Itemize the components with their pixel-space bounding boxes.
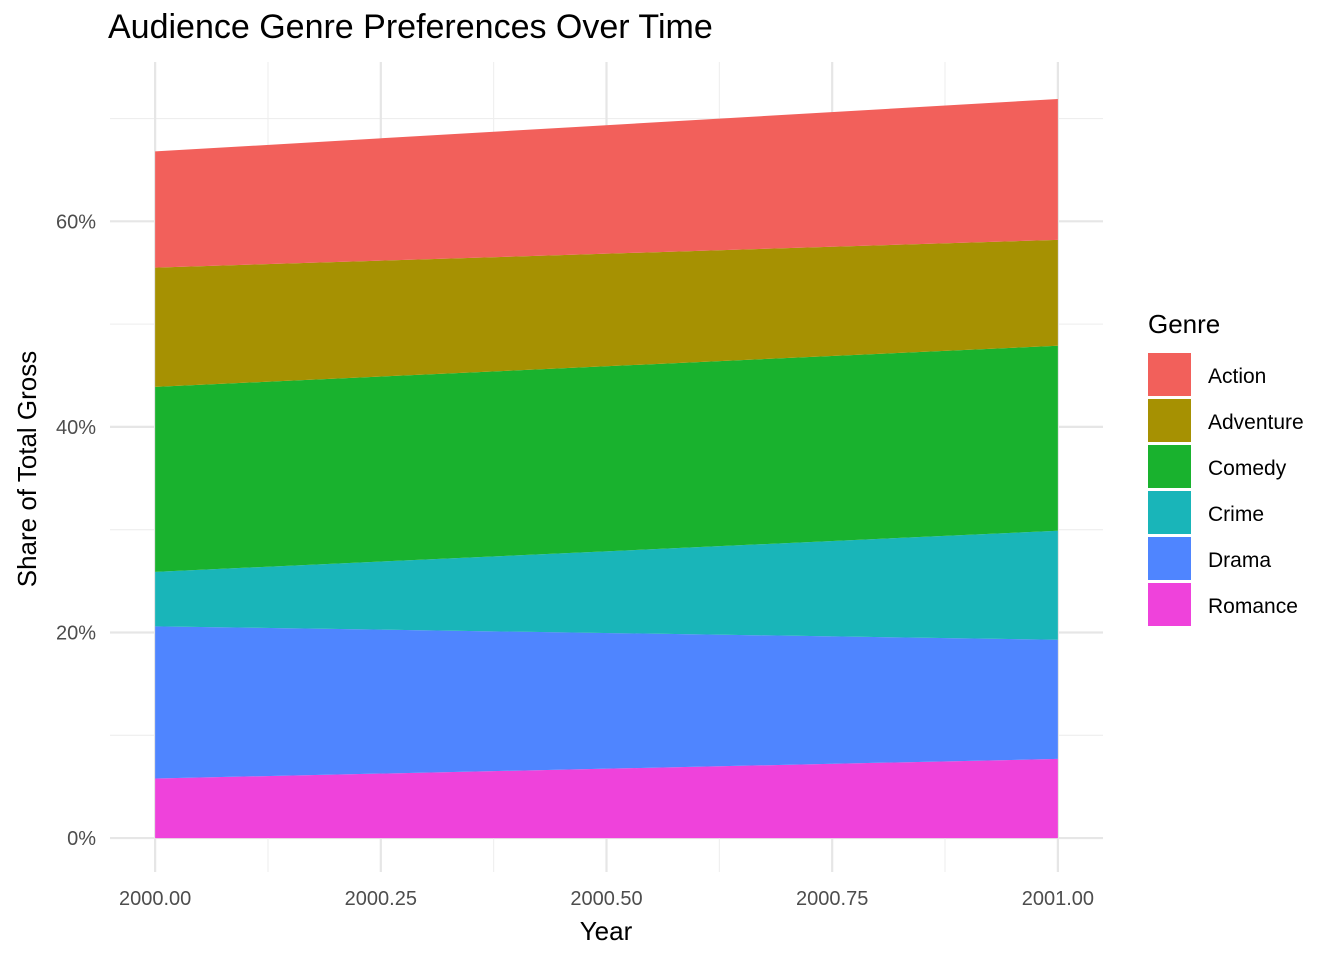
area-drama bbox=[155, 626, 1058, 779]
legend-swatch-romance bbox=[1148, 583, 1191, 626]
y-tick-label: 60% bbox=[56, 211, 96, 233]
plot-areas bbox=[155, 99, 1058, 839]
legend-swatch-comedy bbox=[1148, 445, 1191, 488]
x-axis-title: Year bbox=[580, 916, 633, 946]
chart-title: Audience Genre Preferences Over Time bbox=[108, 8, 713, 46]
x-tick-label: 2001.00 bbox=[1022, 888, 1094, 910]
y-tick-label: 20% bbox=[56, 622, 96, 644]
legend-label-romance: Romance bbox=[1208, 595, 1298, 618]
legend-label-adventure: Adventure bbox=[1208, 411, 1304, 434]
x-tick-label: 2000.00 bbox=[119, 888, 191, 910]
legend-label-comedy: Comedy bbox=[1208, 457, 1287, 480]
y-axis-title: Share of Total Gross bbox=[12, 351, 42, 588]
area-action bbox=[155, 99, 1058, 268]
area-comedy bbox=[155, 345, 1058, 572]
y-axis-ticks: 0% 20% 40% 60% bbox=[56, 211, 96, 850]
area-adventure bbox=[155, 239, 1058, 387]
x-tick-label: 2000.50 bbox=[570, 888, 642, 910]
area-romance bbox=[155, 758, 1058, 839]
legend-label-drama: Drama bbox=[1208, 549, 1271, 572]
legend-title: Genre bbox=[1148, 309, 1220, 339]
area-crime bbox=[155, 530, 1058, 640]
x-tick-label: 2000.25 bbox=[345, 888, 417, 910]
legend-label-crime: Crime bbox=[1208, 503, 1264, 526]
y-tick-label: 40% bbox=[56, 417, 96, 439]
y-tick-label: 0% bbox=[67, 828, 96, 850]
legend-swatch-action bbox=[1148, 353, 1191, 396]
legend-label-action: Action bbox=[1208, 365, 1266, 388]
x-tick-label: 2000.75 bbox=[796, 888, 868, 910]
legend: Genre Action Adventure Comedy Crime Drama Rom… bbox=[1148, 309, 1304, 626]
legend-swatch-adventure bbox=[1148, 399, 1191, 442]
legend-swatch-crime bbox=[1148, 491, 1191, 534]
x-axis-ticks: 2000.00 2000.25 2000.50 2000.75 2001.00 bbox=[119, 888, 1094, 910]
legend-swatch-drama bbox=[1148, 537, 1191, 580]
